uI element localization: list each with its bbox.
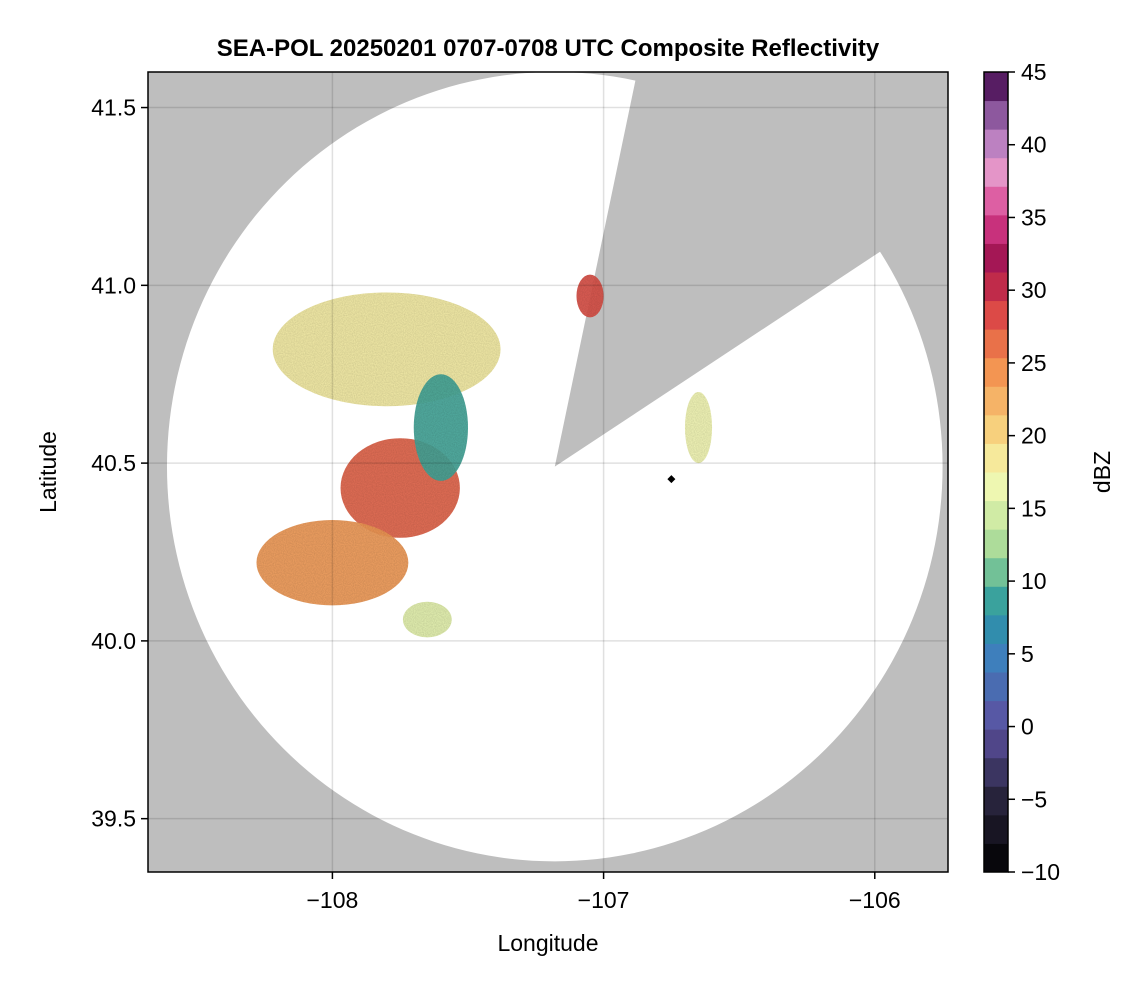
colorbar-tick-label: 45: [1021, 59, 1047, 85]
colorbar-level: [984, 757, 1008, 787]
colorbar-level: [984, 700, 1008, 730]
y-axis-label: Latitude: [35, 431, 61, 513]
colorbar-tick-label: −10: [1021, 859, 1060, 885]
radar-coverage-area: [167, 72, 943, 862]
colorbar-tick-label: 20: [1021, 423, 1047, 449]
grid-lines: [148, 72, 948, 872]
colorbar-level: [984, 472, 1008, 502]
echo-layer: [256, 274, 713, 638]
colorbar-level: [984, 643, 1008, 673]
x-tick-label: −106: [849, 887, 901, 913]
colorbar-level: [984, 814, 1008, 844]
echo-texture-main-band-north: [272, 292, 501, 407]
colorbar-frame: [983, 71, 1009, 873]
echo-texture-near-sector-cell: [576, 274, 604, 318]
colorbar-level: [984, 500, 1008, 530]
colorbar-tick-label: 0: [1021, 714, 1034, 740]
colorbar-level: [984, 529, 1008, 559]
y-tick-label: 39.5: [91, 806, 136, 832]
colorbar-level: [984, 614, 1008, 644]
y-tick-label: 40.5: [91, 450, 136, 476]
y-tick-label: 41.0: [91, 272, 136, 298]
chart-title: SEA-POL 20250201 0707-0708 UTC Composite…: [217, 35, 880, 62]
echo-texture-convective-line: [413, 374, 468, 481]
colorbar-tick-label: −5: [1021, 786, 1047, 812]
colorbar-level: [984, 100, 1008, 130]
y-tick-label: 40.0: [91, 628, 136, 654]
radar-site-marker: [667, 475, 676, 484]
colorbar-level: [984, 843, 1008, 873]
colorbar-tick-label: 10: [1021, 568, 1047, 594]
plot-area: [148, 72, 948, 872]
colorbar-level: [984, 72, 1008, 102]
colorbar-level: [984, 300, 1008, 330]
colorbar-level: [984, 672, 1008, 702]
y-tick-label: 41.5: [91, 95, 136, 121]
colorbar-tick-label: 15: [1021, 495, 1047, 521]
colorbar-level: [984, 414, 1008, 444]
colorbar-level: [984, 186, 1008, 216]
y-axis: 39.5 40.0 40.5 41.0 41.5: [91, 95, 148, 832]
colorbar-level: [984, 557, 1008, 587]
colorbar-level: [984, 443, 1008, 473]
colorbar-level: [984, 157, 1008, 187]
x-axis-label: Longitude: [497, 930, 598, 956]
echo-texture-south-patch: [402, 601, 452, 638]
colorbar-tick-label: 5: [1021, 641, 1034, 667]
x-tick-label: −107: [578, 887, 630, 913]
colorbar-level: [984, 214, 1008, 244]
colorbar-level: [984, 786, 1008, 816]
colorbar-tick-label: 40: [1021, 132, 1047, 158]
colorbar-tick-label: 25: [1021, 350, 1047, 376]
colorbar-level: [984, 329, 1008, 359]
echo-texture-main-band-south: [256, 520, 409, 606]
x-axis: −108 −107 −106: [307, 872, 901, 913]
colorbar-level: [984, 272, 1008, 302]
colorbar-level: [984, 357, 1008, 387]
echo-texture-east-cluster: [684, 392, 713, 464]
colorbar-level: [984, 243, 1008, 273]
colorbar: −10 −5 0 5 10 15 20 25 30 35 40 45: [983, 59, 1060, 885]
x-tick-label: −108: [307, 887, 359, 913]
colorbar-level: [984, 129, 1008, 159]
colorbar-level: [984, 586, 1008, 616]
colorbar-tick-label: 30: [1021, 277, 1047, 303]
colorbar-level: [984, 386, 1008, 416]
colorbar-label: dBZ: [1089, 451, 1115, 493]
colorbar-tick-label: 35: [1021, 204, 1047, 230]
plot-frame: [147, 71, 949, 873]
colorbar-level: [984, 729, 1008, 759]
